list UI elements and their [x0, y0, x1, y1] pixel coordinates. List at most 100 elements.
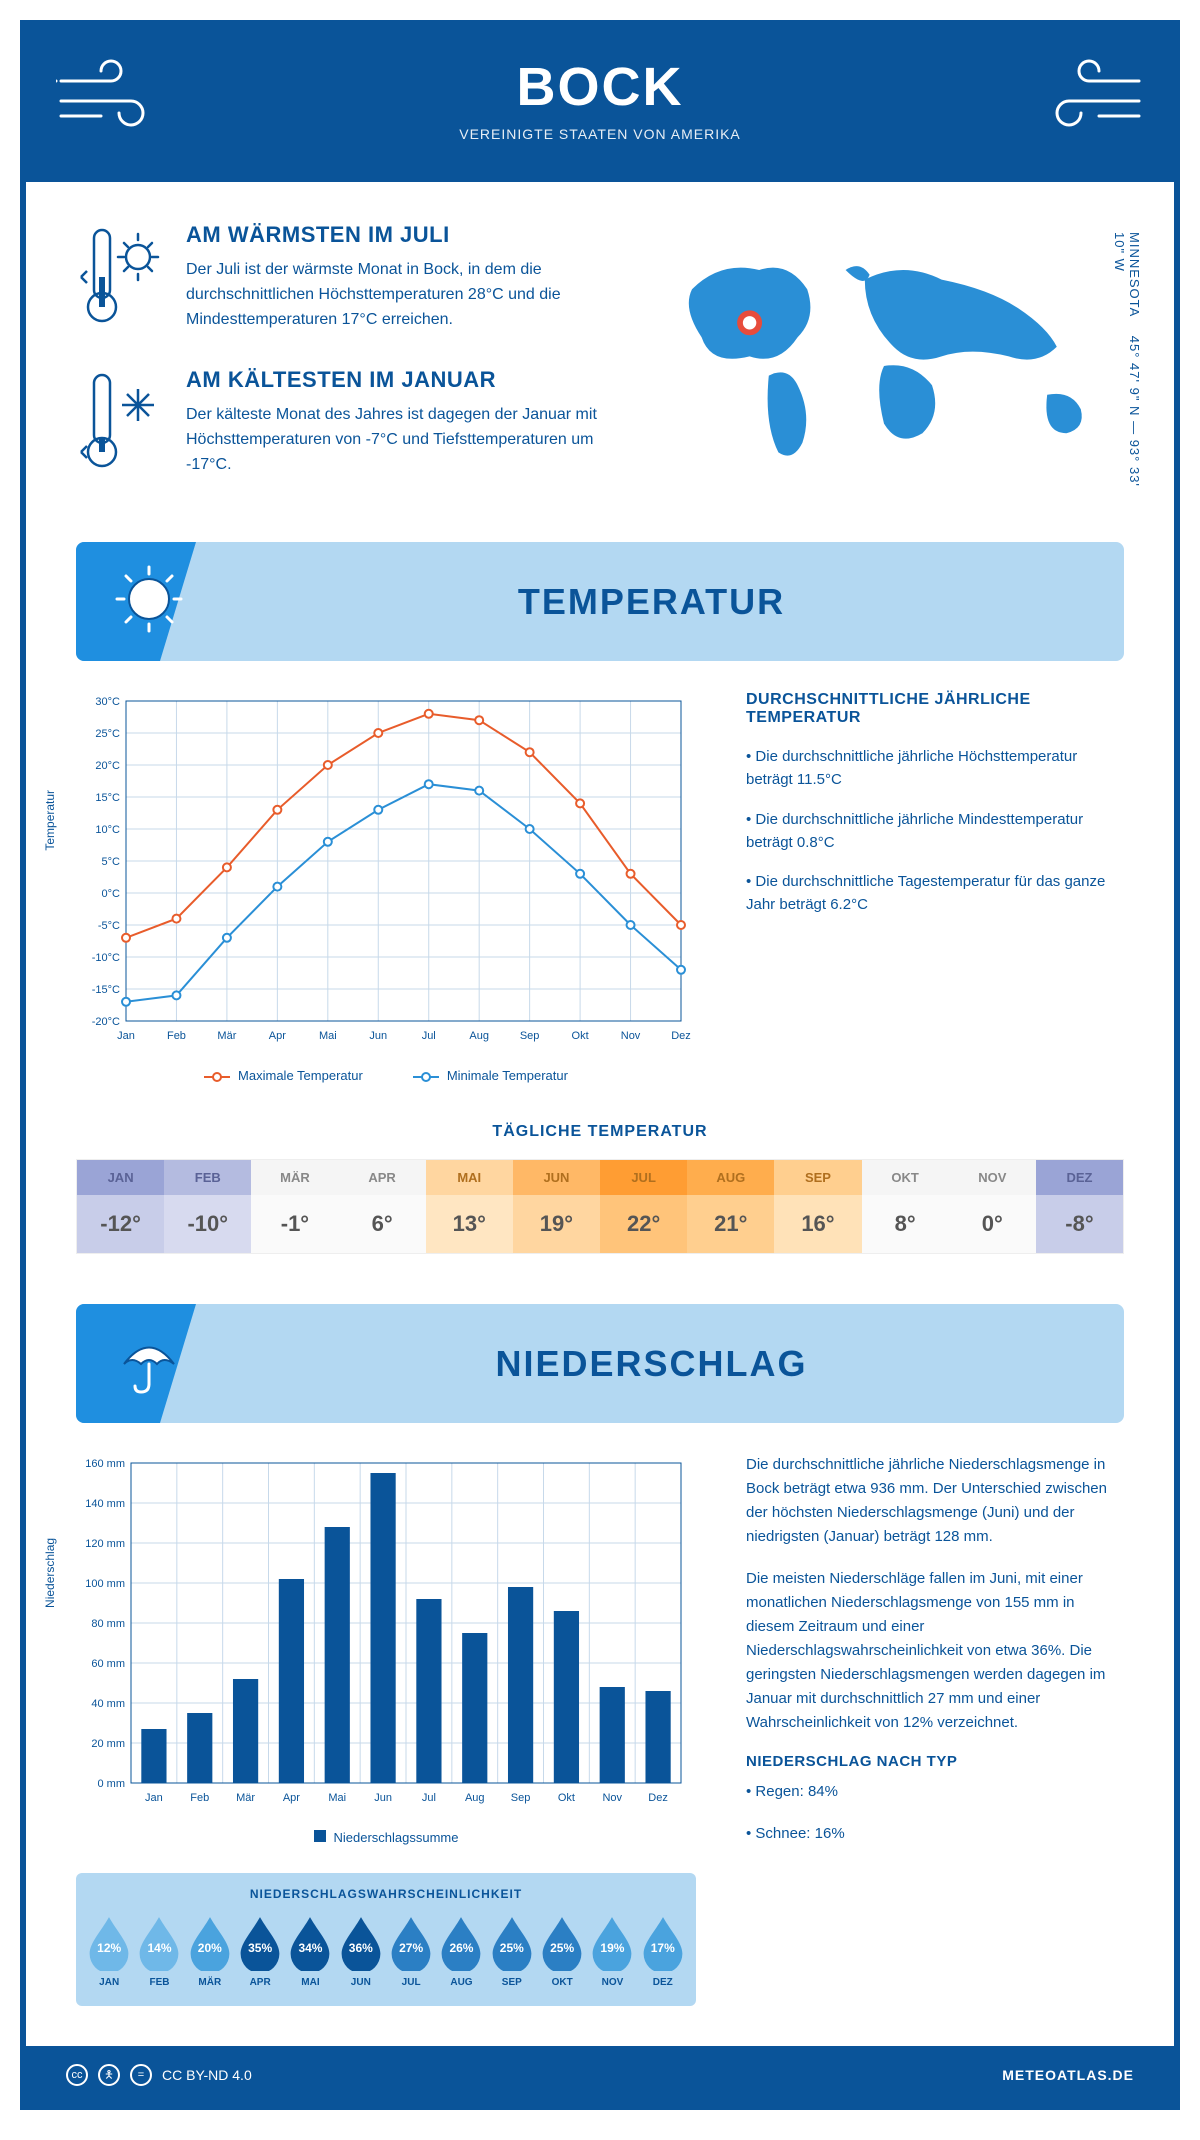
svg-text:140 mm: 140 mm — [85, 1498, 125, 1510]
coords-label: MINNESOTA 45° 47' 9" N — 93° 33' 10" W — [1112, 232, 1142, 512]
license-label: CC BY-ND 4.0 — [162, 2067, 252, 2083]
cc-icon: cc — [66, 2064, 88, 2086]
svg-text:5°C: 5°C — [102, 856, 121, 868]
fact-warmest: AM WÄRMSTEN IM JULI Der Juli ist der wär… — [76, 222, 604, 337]
daily-cell: APR 6° — [339, 1160, 426, 1253]
svg-text:Jul: Jul — [422, 1792, 436, 1804]
svg-text:Nov: Nov — [602, 1792, 622, 1804]
svg-text:160 mm: 160 mm — [85, 1458, 125, 1470]
by-icon: 🯅 — [98, 2064, 120, 2086]
temp-ylabel: Temperatur — [43, 789, 57, 850]
world-map: MINNESOTA 45° 47' 9" N — 93° 33' 10" W — [644, 222, 1124, 512]
svg-text:Okt: Okt — [558, 1792, 575, 1804]
fact-cold-text: Der kälteste Monat des Jahres ist dagege… — [186, 403, 604, 477]
svg-text:Jul: Jul — [422, 1030, 436, 1042]
temperature-chart: -20°C-15°C-10°C-5°C0°C5°C10°C15°C20°C25°… — [76, 691, 696, 1051]
umbrella-icon — [114, 1326, 184, 1401]
fact-warm-text: Der Juli ist der wärmste Monat in Bock, … — [186, 258, 604, 332]
svg-text:80 mm: 80 mm — [91, 1618, 125, 1630]
prob-drop: 26% AUG — [438, 1915, 484, 1988]
svg-text:Mai: Mai — [328, 1792, 346, 1804]
svg-text:-15°C: -15°C — [92, 984, 120, 996]
svg-text:Nov: Nov — [621, 1030, 641, 1042]
svg-text:120 mm: 120 mm — [85, 1538, 125, 1550]
svg-text:60 mm: 60 mm — [91, 1658, 125, 1670]
temp-notes: DURCHSCHNITTLICHE JÄHRLICHE TEMPERATUR •… — [746, 691, 1124, 933]
daily-temperature: TÄGLICHE TEMPERATUR JAN -12° FEB -10° MÄ… — [76, 1123, 1124, 1254]
daily-cell: MAI 13° — [426, 1160, 513, 1253]
svg-text:Mär: Mär — [236, 1792, 255, 1804]
svg-text:Jan: Jan — [145, 1792, 163, 1804]
precip-notes: Die durchschnittliche jährliche Niedersc… — [746, 1453, 1124, 1864]
daily-cell: SEP 16° — [774, 1160, 861, 1253]
svg-text:Aug: Aug — [469, 1030, 489, 1042]
svg-text:Sep: Sep — [511, 1792, 531, 1804]
precip-legend: Niederschlagssumme — [76, 1830, 696, 1845]
prob-drop: 35% APR — [237, 1915, 283, 1988]
daily-cell: DEZ -8° — [1036, 1160, 1123, 1253]
svg-text:Apr: Apr — [283, 1792, 300, 1804]
svg-text:Jan: Jan — [117, 1030, 135, 1042]
svg-text:Mai: Mai — [319, 1030, 337, 1042]
svg-text:-5°C: -5°C — [98, 920, 120, 932]
svg-text:0 mm: 0 mm — [98, 1778, 126, 1790]
temp-legend: Maximale Temperatur Minimale Temperatur — [76, 1068, 696, 1083]
nd-icon: = — [130, 2064, 152, 2086]
prob-drop: 19% NOV — [589, 1915, 635, 1988]
precip-probability: NIEDERSCHLAGSWAHRSCHEINLICHKEIT 12% JAN … — [76, 1873, 696, 2006]
svg-text:Feb: Feb — [167, 1030, 186, 1042]
sun-icon — [114, 564, 184, 639]
svg-text:Okt: Okt — [572, 1030, 589, 1042]
section-temperature: TEMPERATUR — [76, 542, 1124, 661]
svg-text:Dez: Dez — [671, 1030, 691, 1042]
fact-cold-title: AM KÄLTESTEN IM JANUAR — [186, 367, 604, 393]
fact-warm-title: AM WÄRMSTEN IM JULI — [186, 222, 604, 248]
svg-text:Apr: Apr — [269, 1030, 286, 1042]
svg-text:-20°C: -20°C — [92, 1016, 120, 1028]
daily-cell: NOV 0° — [949, 1160, 1036, 1253]
svg-text:0°C: 0°C — [102, 888, 121, 900]
precipitation-chart: 0 mm 20 mm 40 mm 60 mm 80 mm 100 mm 120 mm 140 … — [76, 1453, 696, 1813]
prob-drop: 12% JAN — [86, 1915, 132, 1988]
prob-drop: 34% MAI — [287, 1915, 333, 1988]
svg-text:25°C: 25°C — [95, 728, 120, 740]
fact-coldest: AM KÄLTESTEN IM JANUAR Der kälteste Mona… — [76, 367, 604, 482]
header: BOCK VEREINIGTE STAATEN VON AMERIKA — [26, 26, 1174, 182]
precip-ylabel: Niederschlag — [43, 1537, 57, 1607]
daily-cell: MÄR -1° — [251, 1160, 338, 1253]
thermometer-sun-icon — [76, 222, 166, 337]
svg-text:Sep: Sep — [520, 1030, 540, 1042]
prob-drop: 17% DEZ — [640, 1915, 686, 1988]
svg-text:Feb: Feb — [190, 1792, 209, 1804]
section-precipitation: NIEDERSCHLAG — [76, 1304, 1124, 1423]
daily-cell: FEB -10° — [164, 1160, 251, 1253]
svg-text:100 mm: 100 mm — [85, 1578, 125, 1590]
daily-cell: JAN -12° — [77, 1160, 164, 1253]
svg-text:Jun: Jun — [369, 1030, 387, 1042]
daily-cell: OKT 8° — [862, 1160, 949, 1253]
prob-drop: 20% MÄR — [187, 1915, 233, 1988]
prob-drop: 14% FEB — [136, 1915, 182, 1988]
prob-drop: 25% SEP — [489, 1915, 535, 1988]
svg-text:Jun: Jun — [374, 1792, 392, 1804]
thermometer-snow-icon — [76, 367, 166, 482]
site-label: METEOATLAS.DE — [1002, 2067, 1134, 2083]
prob-drop: 25% OKT — [539, 1915, 585, 1988]
prob-drop: 36% JUN — [338, 1915, 384, 1988]
svg-text:15°C: 15°C — [95, 792, 120, 804]
svg-text:Mär: Mär — [217, 1030, 236, 1042]
daily-cell: JUN 19° — [513, 1160, 600, 1253]
page-title: BOCK — [46, 56, 1154, 118]
daily-cell: JUL 22° — [600, 1160, 687, 1253]
svg-text:30°C: 30°C — [95, 696, 120, 708]
svg-text:20 mm: 20 mm — [91, 1738, 125, 1750]
page-subtitle: VEREINIGTE STAATEN VON AMERIKA — [46, 126, 1154, 142]
footer: cc 🯅 = CC BY-ND 4.0 METEOATLAS.DE — [26, 2046, 1174, 2104]
daily-cell: AUG 21° — [687, 1160, 774, 1253]
svg-text:40 mm: 40 mm — [91, 1698, 125, 1710]
svg-text:Dez: Dez — [648, 1792, 668, 1804]
prob-drop: 27% JUL — [388, 1915, 434, 1988]
svg-text:-10°C: -10°C — [92, 952, 120, 964]
svg-text:Aug: Aug — [465, 1792, 485, 1804]
svg-text:10°C: 10°C — [95, 824, 120, 836]
